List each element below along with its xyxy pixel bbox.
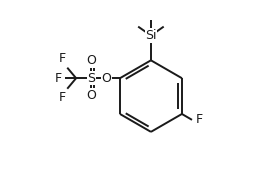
Text: O: O bbox=[101, 72, 111, 85]
Text: F: F bbox=[196, 113, 203, 126]
Text: Si: Si bbox=[145, 29, 157, 42]
Text: F: F bbox=[59, 52, 66, 66]
Text: O: O bbox=[86, 55, 96, 67]
Text: F: F bbox=[55, 72, 61, 85]
Text: S: S bbox=[87, 72, 95, 85]
Text: F: F bbox=[59, 91, 66, 104]
Text: O: O bbox=[86, 89, 96, 102]
